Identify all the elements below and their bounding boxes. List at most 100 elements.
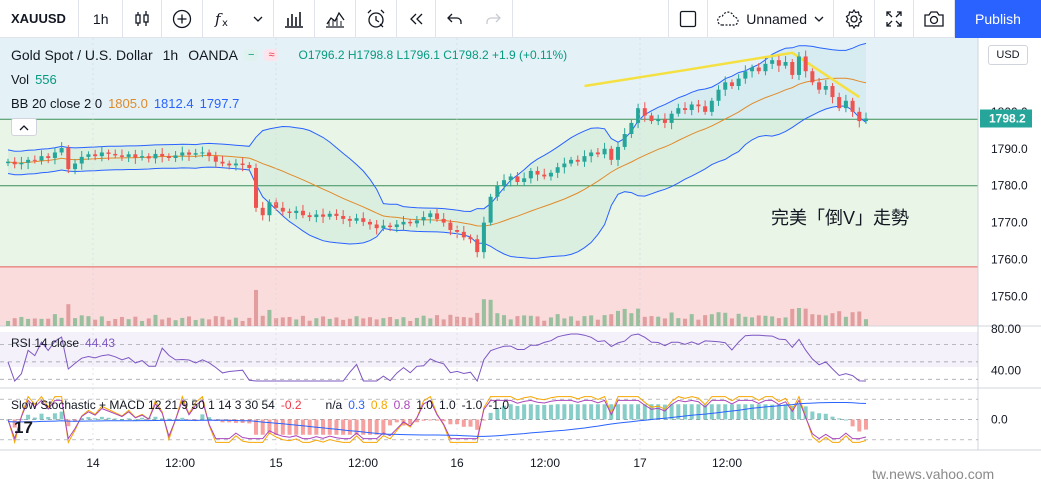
macd-histogram-bar xyxy=(629,404,634,420)
volume-legend[interactable]: Vol 556 xyxy=(11,72,63,87)
candle-body xyxy=(428,213,433,218)
compare-button[interactable] xyxy=(315,0,357,38)
legend-collapse-button[interactable] xyxy=(11,118,37,136)
macd-histogram-bar xyxy=(461,419,466,427)
candle-body xyxy=(575,159,580,162)
candle-body xyxy=(615,146,620,160)
stoch-value-7: 1.0 xyxy=(438,398,456,412)
alert-button[interactable] xyxy=(356,0,398,38)
volume-bar xyxy=(126,319,131,326)
tradingview-logo[interactable]: 17 xyxy=(14,418,33,437)
inverted-v-drawing[interactable] xyxy=(584,51,860,99)
volume-bar xyxy=(770,316,775,326)
macd-histogram-bar xyxy=(441,419,446,422)
symbol-search-button[interactable]: XAUUSD xyxy=(0,0,79,38)
stoch-macd-legend[interactable]: Slow Stochastic + MACD 12 21 9 50 1 14 3… xyxy=(11,398,515,412)
chevron-up-icon xyxy=(19,120,29,135)
time-axis[interactable] xyxy=(0,450,1041,479)
candle-body xyxy=(723,82,728,90)
settings-button[interactable] xyxy=(834,0,875,38)
macd-histogram-bar xyxy=(716,404,721,420)
candle-body xyxy=(810,71,815,83)
indicators-button[interactable] xyxy=(162,0,204,38)
templates-button[interactable] xyxy=(274,0,316,38)
candle-body xyxy=(481,222,486,253)
undo-icon xyxy=(445,9,465,29)
candle-body xyxy=(569,159,574,164)
chart-canvas[interactable]: 1750.01760.01770.01780.01790.01800.01798… xyxy=(0,38,1041,479)
chart-type-button[interactable] xyxy=(123,0,163,38)
legend-flag-badge[interactable]: − xyxy=(244,49,259,61)
main-legend[interactable]: Gold Spot / U.S. Dollar 1h OANDA − ≈ O17… xyxy=(11,47,573,63)
macd-histogram-bar xyxy=(609,404,614,420)
macd-histogram-bar xyxy=(180,417,185,420)
volume-bar xyxy=(475,312,480,326)
candle-body xyxy=(32,159,37,161)
macd-histogram-bar xyxy=(434,419,440,421)
candle-body xyxy=(314,214,319,218)
redo-button[interactable] xyxy=(474,0,514,38)
candle-body xyxy=(300,210,305,216)
layout-menu-button[interactable]: Unnamed xyxy=(708,0,834,38)
candle-body xyxy=(66,148,71,170)
candle-body xyxy=(287,211,292,214)
volume-bar xyxy=(542,320,547,326)
fullscreen-button[interactable] xyxy=(875,0,914,38)
volume-bar xyxy=(783,317,788,326)
macd-histogram-bar xyxy=(810,411,815,420)
candle-body xyxy=(73,163,78,170)
volume-bar xyxy=(810,314,815,326)
candle-body xyxy=(146,156,151,159)
macd-histogram-bar xyxy=(126,418,131,420)
volume-bar xyxy=(374,319,379,326)
macd-histogram-bar xyxy=(683,404,688,420)
price-scale-currency-button[interactable]: USD xyxy=(988,45,1028,65)
macd-histogram-bar xyxy=(140,417,145,420)
candle-body xyxy=(548,172,553,177)
snapshot-button[interactable] xyxy=(914,0,955,38)
candle-body xyxy=(515,176,520,182)
macd-histogram-bar xyxy=(656,404,661,420)
publish-button[interactable]: Publish xyxy=(955,0,1041,38)
candle-body xyxy=(254,167,259,208)
volume-bar xyxy=(562,318,567,326)
volume-bar xyxy=(381,318,386,326)
volume-bar xyxy=(468,317,473,326)
undo-button[interactable] xyxy=(436,0,474,38)
bb-basis-value: 1805.0 xyxy=(108,96,148,111)
stoch-value-6: 1.0 xyxy=(416,398,433,412)
volume-bar xyxy=(160,319,165,326)
candle-body xyxy=(843,100,848,109)
candle-body xyxy=(361,218,366,222)
middle-zone xyxy=(0,119,978,267)
rsi-legend[interactable]: RSI 14 close 44.43 xyxy=(11,336,121,350)
camera-icon xyxy=(923,9,945,29)
volume-bar xyxy=(408,320,413,326)
macd-histogram-bar xyxy=(676,404,681,420)
time-tick-label: 17 xyxy=(633,456,647,470)
macd-histogram-bar xyxy=(260,419,265,435)
last-price-badge[interactable] xyxy=(980,109,1032,128)
candle-body xyxy=(696,104,701,107)
candle-body xyxy=(213,156,218,162)
candle-body xyxy=(750,67,755,72)
volume-bar xyxy=(99,316,104,326)
replay-button[interactable] xyxy=(397,0,437,38)
candle-body xyxy=(857,111,862,122)
legend-source: OANDA xyxy=(188,47,238,63)
candle-body xyxy=(394,224,399,228)
bb-legend[interactable]: BB 20 close 2 0 1805.0 1812.4 1797.7 xyxy=(11,96,245,111)
volume-bar xyxy=(247,317,252,326)
candle-body xyxy=(629,122,634,134)
legend-menu-badge[interactable]: ≈ xyxy=(264,49,279,61)
macd-line xyxy=(7,402,867,437)
select-layout-button[interactable] xyxy=(668,0,709,38)
candle-body xyxy=(207,152,212,157)
fx-dropdown-button[interactable] xyxy=(243,0,275,38)
volume-bar xyxy=(502,315,507,326)
macd-histogram-bar xyxy=(52,413,57,420)
interval-button[interactable]: 1h xyxy=(79,0,124,38)
